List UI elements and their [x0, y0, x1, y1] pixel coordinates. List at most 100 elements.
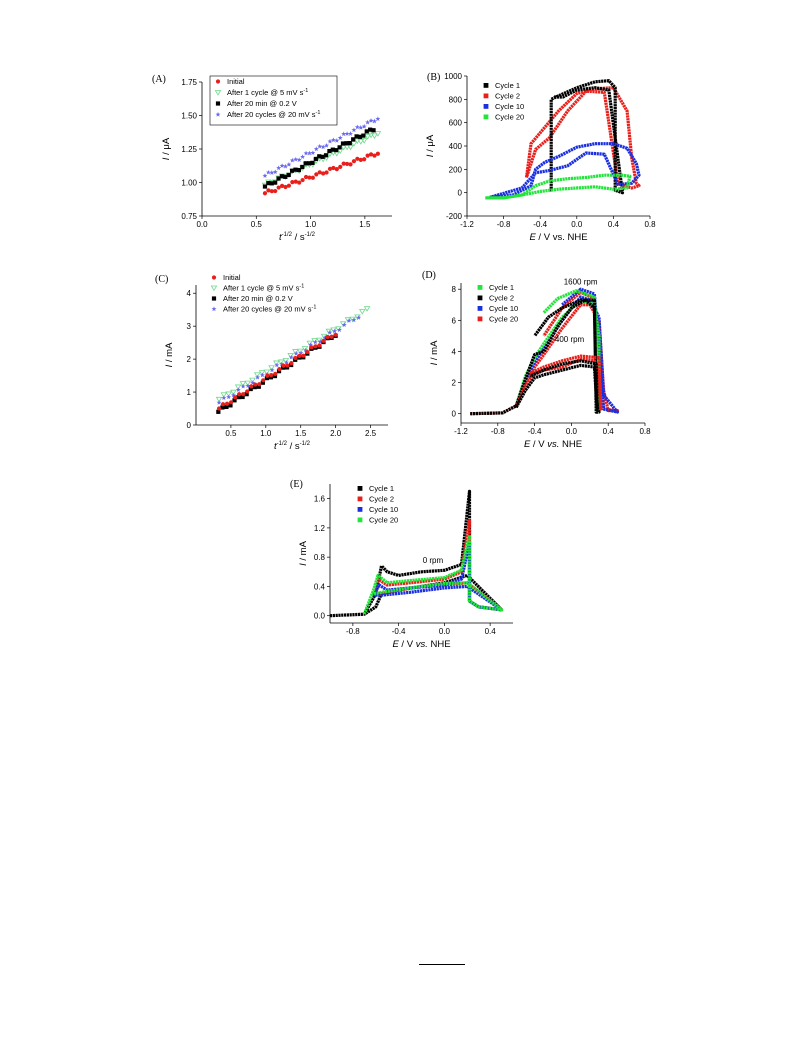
data-point: [224, 401, 230, 406]
y-axis-title: I / mA: [429, 340, 440, 365]
data-point: [290, 179, 295, 185]
data-point: [257, 382, 262, 387]
x-tick-label: 2.0: [330, 429, 342, 438]
legend-marker: [210, 285, 218, 292]
annotation: 0 rpm: [423, 556, 444, 565]
data-point: [350, 141, 358, 147]
x-axis-title: t-1/2 / s-1/2: [279, 232, 316, 243]
data-point: [334, 167, 339, 172]
series-after-20-cycles-20-mv-s-1: [262, 116, 381, 178]
footer-rule: [419, 964, 465, 965]
data-point: [262, 184, 268, 189]
data-point: [279, 163, 285, 168]
legend-marker: [357, 507, 363, 512]
x-tick-label: 2.5: [365, 429, 377, 438]
data-point: [296, 167, 301, 173]
series-after-20-cycles-20-mv-s-1: [216, 315, 362, 405]
data-point: [337, 145, 342, 150]
data-point: [358, 157, 363, 162]
data-point: [261, 378, 266, 383]
data-point: [303, 150, 309, 156]
data-point: [273, 188, 278, 194]
x-tick-label: 1.5: [295, 429, 307, 438]
data-point: [256, 384, 261, 389]
data-point: [341, 161, 346, 166]
data-point: [338, 164, 343, 169]
legend-label: After 20 min @ 0.2 V: [223, 294, 293, 303]
data-point: [220, 392, 228, 398]
data-point: [276, 369, 282, 374]
data-point: [314, 172, 319, 177]
legend-marker: [477, 295, 483, 301]
y-tick-label: 200: [449, 165, 463, 174]
data-point: [317, 343, 322, 348]
data-point: [249, 384, 254, 389]
legend-label: After 20 min @ 0.2 V: [227, 99, 297, 108]
data-point: [317, 143, 323, 149]
y-tick-label: 1000: [444, 72, 462, 81]
data-point: [279, 183, 285, 188]
data-point: [329, 334, 334, 339]
data-point: [244, 392, 249, 397]
x-tick-label: 0.5: [251, 220, 263, 229]
data-point: [368, 152, 374, 157]
x-tick-label: 0.4: [608, 220, 620, 229]
data-point: [239, 381, 247, 387]
x-tick-label: -0.4: [533, 220, 547, 229]
data-point: [374, 131, 382, 137]
data-point: [331, 165, 336, 171]
chart-panel-C: 0.5 1.0 1.5 2.0 2.5 0 1 2 3 4 (C) I / mA t-1/2 / s-1…: [155, 273, 388, 452]
data-point: [235, 387, 241, 392]
data-point: [327, 138, 333, 144]
plot-area: [470, 287, 619, 416]
legend-label: After 20 cycles @ 20 mV s-1: [223, 305, 316, 314]
data-point: [310, 175, 315, 180]
data-point: [300, 177, 305, 183]
data-point: [354, 124, 360, 130]
legend-label: Cycle 10: [495, 102, 524, 111]
data-point: [317, 154, 322, 159]
series-line-cycle-1: [514, 289, 601, 413]
y-tick-label: 2: [452, 379, 457, 388]
data-point: [230, 389, 237, 396]
data-point: [265, 373, 270, 378]
legend-label: Cycle 20: [489, 315, 518, 324]
data-point: [325, 334, 330, 340]
data-point: [221, 395, 227, 401]
data-point: [310, 150, 316, 156]
x-axis-title: t-1/2 / s-1/2: [274, 441, 311, 452]
y-tick-label: 1: [187, 388, 192, 397]
legend-marker: [477, 316, 483, 322]
data-point: [289, 157, 295, 163]
data-point: [344, 161, 350, 167]
y-tick-label: 1.6: [314, 495, 326, 504]
legend-label: Cycle 2: [489, 294, 514, 303]
data-point: [321, 171, 326, 176]
data-point: [301, 353, 306, 358]
data-point: [344, 131, 350, 136]
y-tick-label: 1.25: [181, 145, 197, 154]
data-point: [245, 383, 251, 389]
data-point: [237, 392, 242, 397]
legend-label: Cycle 2: [369, 495, 394, 504]
legend-marker: [215, 111, 221, 117]
data-point: [269, 372, 274, 378]
data-point: [300, 154, 306, 159]
data-point: [332, 328, 338, 334]
y-tick-label: 0: [452, 410, 457, 419]
data-point: [313, 146, 319, 152]
data-point: [357, 134, 363, 139]
panel-label: (D): [422, 270, 436, 281]
data-point: [290, 168, 295, 173]
data-point: [307, 175, 312, 180]
data-point: [327, 148, 332, 154]
data-point: [269, 170, 275, 175]
data-point: [358, 309, 366, 315]
data-point: [357, 139, 365, 145]
data-point: [220, 405, 225, 410]
data-point: [371, 133, 378, 140]
data-point: [303, 161, 308, 166]
legend-label: Cycle 1: [495, 81, 520, 90]
data-point: [330, 137, 336, 143]
data-point: [266, 181, 271, 186]
